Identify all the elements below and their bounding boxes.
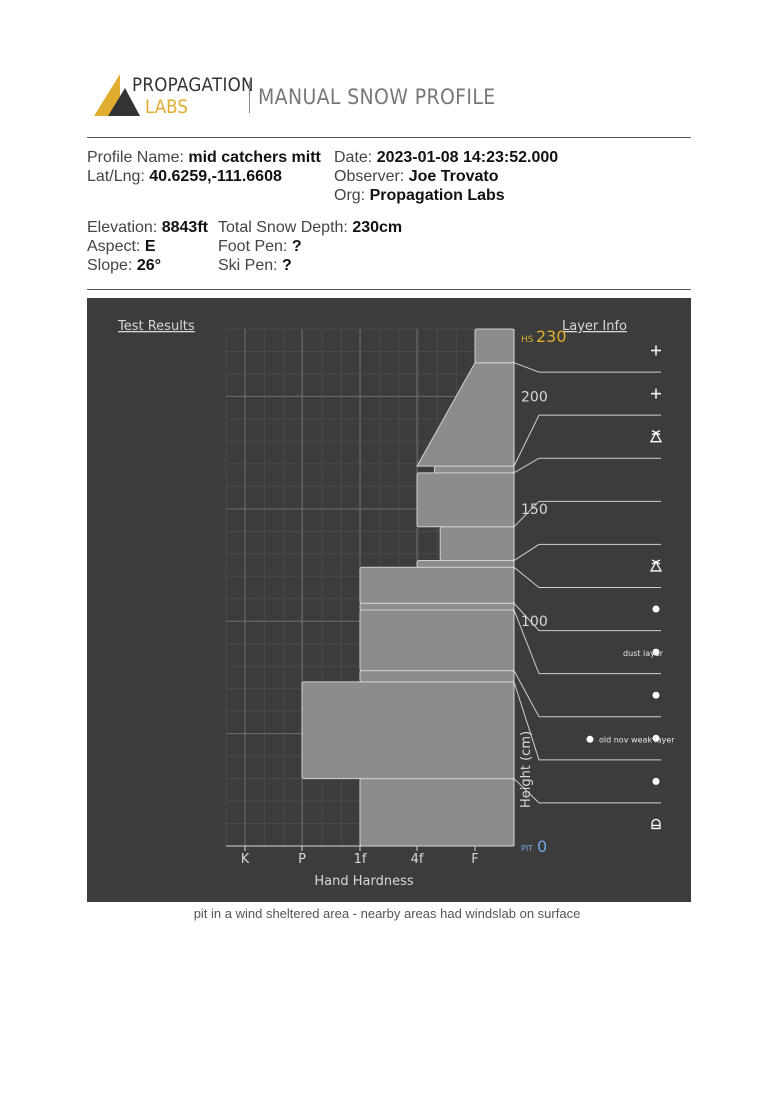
pit-value: 0 bbox=[537, 837, 547, 856]
snow-layer-bar bbox=[433, 465, 515, 474]
profile-name-line: Profile Name: mid catchers mitt bbox=[87, 149, 321, 166]
top-divider bbox=[87, 137, 691, 138]
observer-line: Observer: Joe Trovato bbox=[334, 168, 499, 185]
new-snow-icon bbox=[651, 388, 661, 399]
x-tick-label: 1f bbox=[354, 852, 367, 867]
rounded-grain-icon bbox=[652, 648, 660, 656]
layer-connector-line bbox=[513, 602, 661, 632]
snow-layer-bar bbox=[359, 566, 515, 604]
layer-bars bbox=[301, 328, 515, 847]
profile-name-value: mid catchers mitt bbox=[188, 149, 321, 166]
y-tick-label: 150 bbox=[521, 502, 548, 518]
brand-name-top: PROPAGATION bbox=[132, 74, 254, 96]
report-header: PROPAGATION LABS MANUAL SNOW PROFILE bbox=[92, 72, 512, 122]
snow-layer-bar bbox=[301, 681, 515, 780]
depth-line: Total Snow Depth: 230cm bbox=[218, 219, 403, 236]
snow-layer-bar bbox=[416, 362, 515, 467]
depth-hoar-icon bbox=[649, 559, 663, 572]
header-divider bbox=[249, 81, 250, 113]
brand-name-bottom: LABS bbox=[145, 96, 188, 118]
layer-connector-line bbox=[513, 500, 661, 528]
snow-layer-bar bbox=[359, 778, 515, 847]
y-axis-label: Height (cm) bbox=[519, 731, 534, 808]
org-value: Propagation Labs bbox=[369, 187, 505, 204]
x-tick-label: K bbox=[241, 852, 250, 867]
meta-divider bbox=[87, 289, 691, 290]
rounded-grain-icon bbox=[652, 691, 660, 699]
snow-layer-bar bbox=[439, 526, 515, 562]
snow-layer-bar bbox=[359, 670, 515, 683]
depth-value: 230cm bbox=[352, 219, 403, 236]
layer-connector-line bbox=[513, 778, 661, 804]
layer-note-label: dust layer bbox=[623, 649, 664, 658]
snow-layer-bar bbox=[416, 560, 515, 568]
observer-value: Joe Trovato bbox=[408, 168, 499, 185]
snow-layer-bar bbox=[359, 602, 515, 611]
y-tick-label: 200 bbox=[521, 389, 548, 405]
hs-label: HS bbox=[521, 335, 534, 345]
elevation-value: 8843ft bbox=[161, 219, 208, 236]
layer-connector-line bbox=[513, 543, 661, 561]
melt-form-icon bbox=[651, 818, 661, 830]
layer-connector-line bbox=[513, 609, 661, 675]
snow-layer-bar bbox=[416, 472, 515, 528]
date-line: Date: 2023-01-08 14:23:52.000 bbox=[334, 149, 559, 166]
slope-line: Slope: 26° bbox=[87, 257, 162, 274]
slope-value: 26° bbox=[136, 257, 162, 274]
snow-layer-bar bbox=[474, 328, 515, 364]
layer-connector-line bbox=[513, 414, 661, 467]
ski-pen-value: ? bbox=[282, 257, 292, 274]
x-axis-label: Hand Hardness bbox=[314, 874, 413, 889]
hs-value: 230 bbox=[536, 327, 567, 346]
org-line: Org: Propagation Labs bbox=[334, 187, 505, 204]
layer-connector-line bbox=[513, 362, 661, 373]
latlng-line: Lat/Lng: 40.6259,-111.6608 bbox=[87, 168, 282, 185]
date-value: 2023-01-08 14:23:52.000 bbox=[376, 149, 559, 166]
rounded-grain-icon bbox=[652, 605, 660, 613]
snow-profile-chart: old nov weak layer dust layer Test Result… bbox=[87, 298, 691, 902]
rounded-grain-icon bbox=[652, 734, 660, 742]
rounded-grain-icon bbox=[586, 735, 594, 743]
aspect-value: E bbox=[144, 238, 156, 255]
y-tick-label: 100 bbox=[521, 614, 548, 630]
aspect-line: Aspect: E bbox=[87, 238, 156, 255]
snow-profile-svg: old nov weak layer dust layer Test Result… bbox=[117, 319, 675, 889]
pit-label: PIT bbox=[521, 844, 533, 853]
chart-axes: Test Results Layer Info Hand Hardness HS… bbox=[117, 319, 627, 889]
ski-pen-line: Ski Pen: ? bbox=[218, 257, 292, 274]
test-results-link[interactable]: Test Results bbox=[117, 319, 195, 334]
layer-connector-lines bbox=[513, 362, 661, 804]
layer-connector-line bbox=[513, 457, 661, 474]
rounded-grain-icon bbox=[652, 777, 660, 785]
x-tick-label: F bbox=[471, 852, 478, 867]
page-title: MANUAL SNOW PROFILE bbox=[258, 85, 496, 109]
layer-connector-line bbox=[513, 670, 661, 718]
layer-symbols: old nov weak layer dust layer bbox=[586, 345, 675, 830]
depth-hoar-icon bbox=[649, 430, 663, 443]
layer-connector-line bbox=[513, 681, 661, 761]
elevation-line: Elevation: 8843ft bbox=[87, 219, 208, 236]
foot-pen-line: Foot Pen: ? bbox=[218, 238, 302, 255]
latlng-value: 40.6259,-111.6608 bbox=[149, 168, 282, 185]
foot-pen-value: ? bbox=[291, 238, 302, 255]
profile-caption: pit in a wind sheltered area - nearby ar… bbox=[193, 906, 581, 921]
snow-layer-bar bbox=[359, 609, 515, 672]
x-tick-label: 4f bbox=[411, 852, 424, 867]
layer-connector-line bbox=[513, 566, 661, 588]
layer-note-label: old nov weak layer bbox=[599, 735, 675, 744]
layer-info-link[interactable]: Layer Info bbox=[562, 319, 627, 334]
propagation-labs-logo-icon bbox=[94, 74, 140, 116]
new-snow-icon bbox=[651, 345, 661, 356]
x-tick-label: P bbox=[298, 852, 306, 867]
